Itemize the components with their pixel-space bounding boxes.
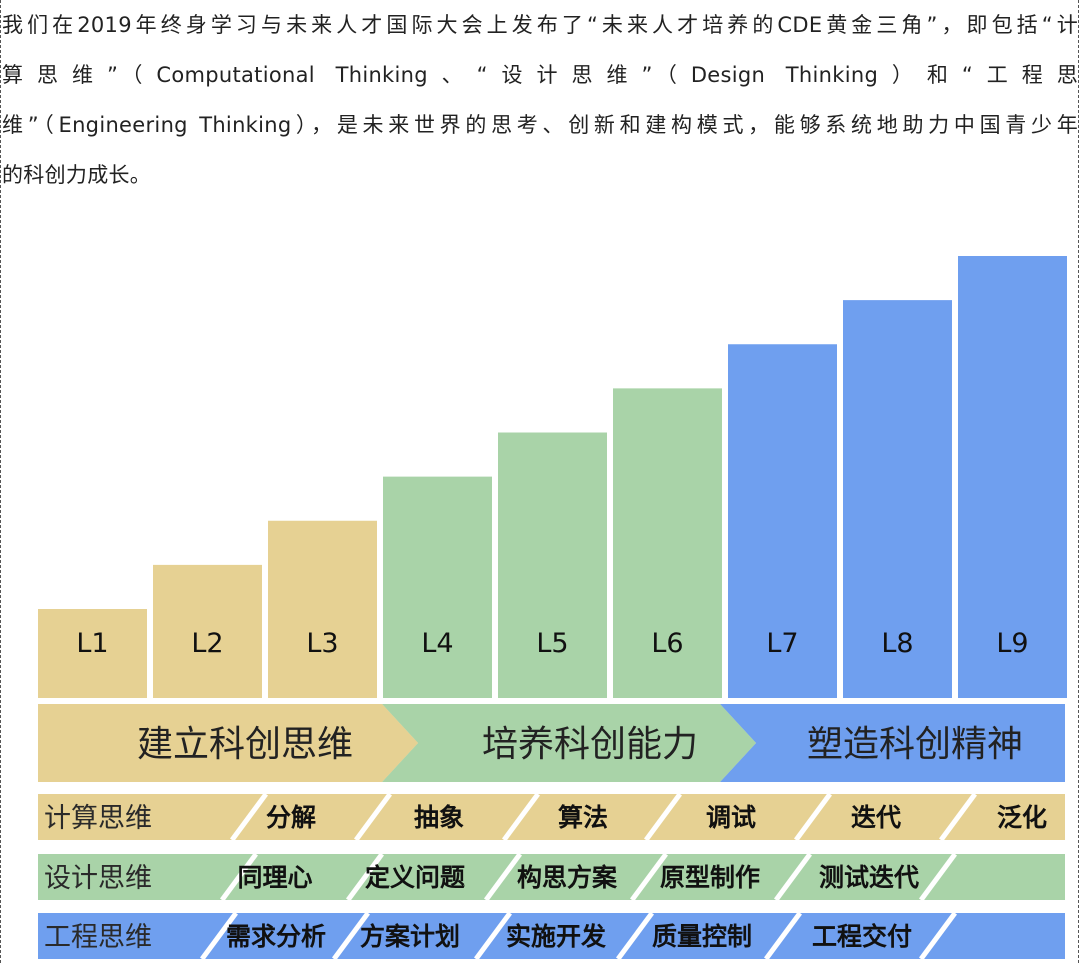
thinking-step: 调试 [706, 803, 756, 832]
phase-arrow [38, 704, 418, 782]
phase-label: 塑造科创精神 [807, 724, 1023, 765]
level-label: L2 [191, 628, 223, 659]
thinking-step: 实施开发 [506, 922, 606, 951]
row-separator [483, 852, 523, 902]
intro-line: 我们在2019年终身学习与未来人才国际大会上发布了“未来人才培养的CDE黄金三角… [2, 13, 1078, 37]
row-separator [219, 852, 259, 902]
thinking-step: 定义问题 [365, 863, 465, 892]
row-separator [199, 911, 239, 961]
level-label: L6 [651, 628, 683, 659]
thinking-step: 工程交付 [812, 922, 912, 951]
thinking-step: 方案计划 [360, 922, 460, 951]
phase-arrow-tip [720, 704, 756, 782]
level-bar [958, 256, 1067, 698]
thinking-row-name: 工程思维 [44, 922, 152, 953]
thinking-row-band [38, 854, 1065, 900]
row-separator [353, 792, 393, 842]
row-separator [331, 911, 371, 961]
phase-arrow [382, 704, 756, 782]
thinking-row-name: 设计思维 [44, 863, 152, 894]
level-label: L1 [76, 628, 108, 659]
thinking-step: 分解 [266, 803, 316, 832]
thinking-step: 质量控制 [652, 922, 752, 951]
thinking-step: 测试迭代 [819, 863, 919, 892]
level-label: L5 [536, 628, 568, 659]
thinking-step: 原型制作 [660, 863, 760, 892]
row-separator [229, 792, 269, 842]
phase-arrow-tip [382, 704, 418, 782]
level-bar [498, 432, 607, 698]
level-label: L3 [306, 628, 338, 659]
level-label: L8 [881, 628, 913, 659]
row-separator [501, 792, 541, 842]
phase-arrow [720, 704, 1065, 782]
level-bar [268, 520, 377, 698]
row-separator [763, 911, 803, 961]
thinking-step: 需求分析 [226, 922, 326, 951]
level-bar [153, 564, 262, 698]
level-label: L7 [766, 628, 798, 659]
thinking-row-band [38, 794, 1065, 840]
row-separator [345, 852, 385, 902]
thinking-step: 构思方案 [517, 863, 618, 892]
intro-line: 维”（Engineering Thinking），是未来世界的思考、创新和建构模… [2, 113, 1078, 137]
intro-line: 算思维”（Computational Thinking、“设计思维”（Desig… [2, 63, 1078, 87]
level-bar [38, 609, 147, 698]
phase-label: 培养科创能力 [482, 724, 698, 765]
level-label: L4 [421, 628, 453, 659]
thinking-row-name: 计算思维 [44, 803, 152, 834]
level-bar [843, 300, 952, 698]
level-bar [383, 476, 492, 698]
thinking-step: 抽象 [414, 803, 464, 832]
level-label: L9 [996, 628, 1028, 659]
row-separator [643, 792, 683, 842]
thinking-step: 算法 [558, 803, 608, 832]
row-separator [773, 852, 813, 902]
thinking-step: 迭代 [851, 803, 901, 832]
thinking-step: 泛化 [997, 803, 1047, 832]
level-bar [613, 388, 722, 698]
row-separator [473, 911, 513, 961]
level-bar [728, 344, 837, 698]
row-separator [938, 792, 978, 842]
row-separator [918, 911, 958, 961]
intro-paragraph: 我们在2019年终身学习与未来人才国际大会上发布了“未来人才培养的CDE黄金三角… [2, 0, 1078, 200]
thinking-step: 同理心 [237, 863, 312, 892]
row-separator [918, 852, 958, 902]
row-separator [615, 911, 655, 961]
phase-label: 建立科创思维 [137, 724, 353, 765]
intro-line: 的科创力成长。 [2, 163, 152, 187]
row-separator [793, 792, 833, 842]
row-separator [629, 852, 669, 902]
